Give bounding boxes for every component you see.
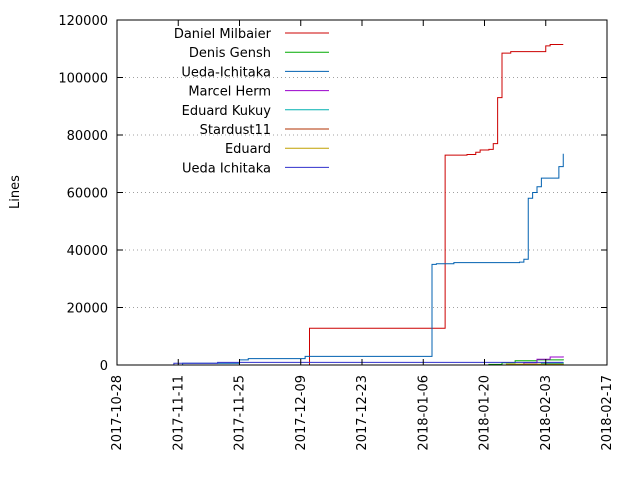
x-tick-label: 2017-12-23 — [355, 375, 370, 451]
y-axis-label: Lines — [8, 175, 23, 209]
legend-label: Eduard Kukuy — [182, 104, 272, 119]
grid-lines — [117, 77, 607, 308]
legend-label: Daniel Milbaier — [174, 27, 272, 42]
x-tick-label: 2018-01-06 — [416, 375, 431, 451]
x-tick-label: 2017-10-28 — [110, 375, 125, 451]
y-tick-label: 120000 — [58, 14, 108, 29]
x-tick-label: 2017-11-25 — [233, 375, 248, 451]
y-tick-label: 80000 — [67, 129, 108, 144]
x-tick-label: 2017-11-11 — [171, 375, 186, 451]
x-tick-label: 2017-12-09 — [294, 375, 309, 451]
legend-label: Eduard — [225, 142, 271, 157]
series-line-3 — [160, 153, 564, 366]
x-tick-label: 2018-02-03 — [539, 375, 554, 451]
x-tick-label: 2018-02-17 — [600, 375, 615, 451]
legend-label: Stardust11 — [200, 123, 271, 138]
legend-label: Marcel Herm — [188, 85, 271, 100]
legend-label: Ueda-Ichitaka — [181, 65, 271, 80]
y-tick-label: 0 — [100, 359, 108, 374]
y-tick-label: 20000 — [67, 302, 108, 317]
y-tick-label: 60000 — [67, 187, 108, 202]
legend-label: Denis Gensh — [189, 46, 271, 61]
x-axis: 2017-10-28 2017-11-11 2017-11-25 2017-12-09… — [110, 20, 615, 451]
y-tick-label: 40000 — [67, 244, 108, 259]
y-tick-label: 100000 — [58, 72, 108, 87]
series-line-1 — [261, 43, 564, 366]
legend-label: Ueda Ichitaka — [182, 161, 271, 176]
y-axis: 0 20000 40000 60000 80000 100000 120000 — [58, 14, 607, 374]
legend: Daniel Milbaier Denis Gensh Ueda-Ichitaka M… — [174, 27, 329, 176]
x-tick-label: 2018-01-20 — [478, 375, 493, 451]
